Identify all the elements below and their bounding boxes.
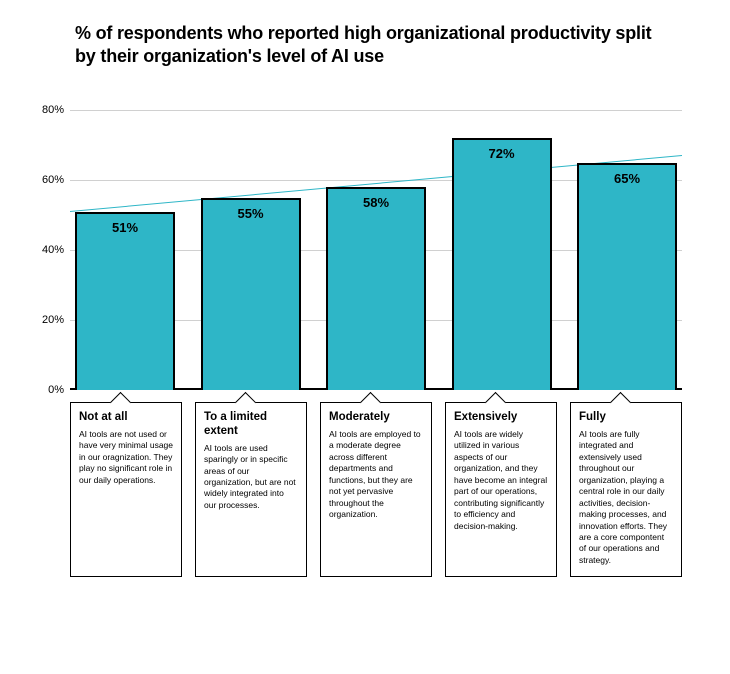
bar: 58% <box>326 187 426 390</box>
y-tick-label: 20% <box>42 314 64 326</box>
bar-value-label: 55% <box>203 206 299 221</box>
bar: 51% <box>75 212 175 391</box>
category-name: To a limited extent <box>204 411 298 439</box>
category-description-box: Moderately AI tools are employed to a mod… <box>320 402 432 577</box>
category-descriptions: Not at all AI tools are not used or have … <box>70 402 682 577</box>
bar: 55% <box>201 198 301 391</box>
y-tick-label: 0% <box>48 384 64 396</box>
bar-value-label: 65% <box>579 171 675 186</box>
category-name: Fully <box>579 411 673 425</box>
category-description-box: Not at all AI tools are not used or have … <box>70 402 182 577</box>
bar-slot: 65% <box>572 110 682 390</box>
bar-value-label: 58% <box>328 195 424 210</box>
category-name: Not at all <box>79 411 173 425</box>
bars-container: 51% 55% 58% 72% 65% <box>70 110 682 390</box>
category-description: AI tools are not used or have very minim… <box>79 429 173 486</box>
y-tick-label: 60% <box>42 174 64 186</box>
category-description-box: Fully AI tools are fully integrated and e… <box>570 402 682 577</box>
category-description: AI tools are used sparingly or in specif… <box>204 443 298 512</box>
bar: 72% <box>452 138 552 390</box>
bar-slot: 72% <box>447 110 557 390</box>
category-description: AI tools are employed to a moderate degr… <box>329 429 423 521</box>
bar: 65% <box>577 163 677 391</box>
y-tick-label: 40% <box>42 244 64 256</box>
category-description-box: Extensively AI tools are widely utilized … <box>445 402 557 577</box>
y-tick-label: 80% <box>42 104 64 116</box>
chart-plot-area: 0%20%40%60%80% 51%55%58%72%65% <box>70 110 682 390</box>
bar-slot: 51% <box>70 110 180 390</box>
bar-value-label: 51% <box>77 220 173 235</box>
category-description-box: To a limited extent AI tools are used spa… <box>195 402 307 577</box>
bar-slot: 55% <box>196 110 306 390</box>
category-description: AI tools are widely utilized in various … <box>454 429 548 532</box>
category-name: Moderately <box>329 411 423 425</box>
category-description: AI tools are fully integrated and extens… <box>579 429 673 567</box>
chart-title: % of respondents who reported high organ… <box>75 22 670 69</box>
bar-slot: 58% <box>321 110 431 390</box>
bar-value-label: 72% <box>454 146 550 161</box>
category-name: Extensively <box>454 411 548 425</box>
